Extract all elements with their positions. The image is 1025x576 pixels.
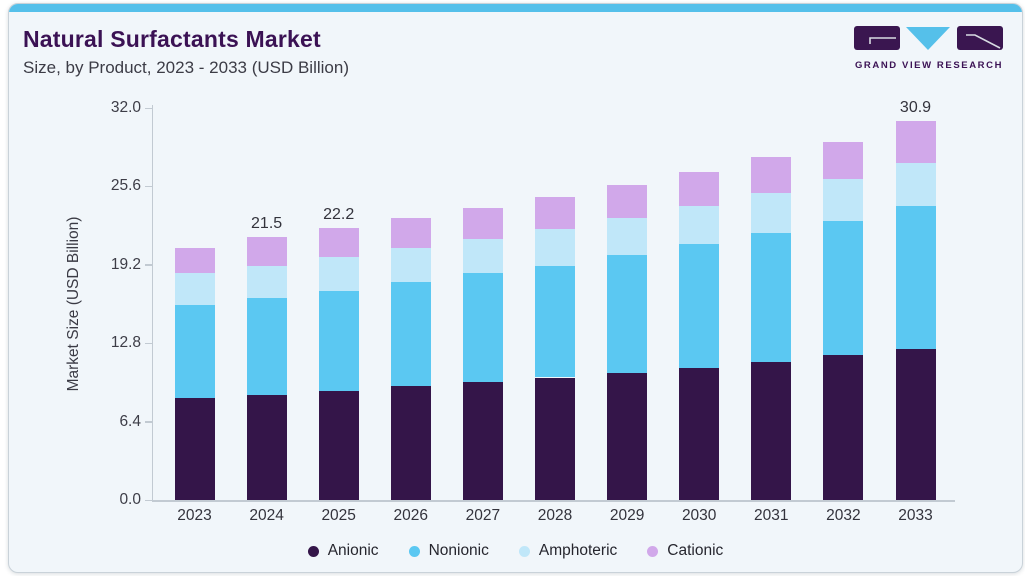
y-tick xyxy=(145,107,153,109)
y-tick xyxy=(145,499,153,501)
bar-segment-nonionic-2033 xyxy=(895,206,936,350)
legend-dot-icon xyxy=(518,545,530,557)
y-tick-label: 19.2 xyxy=(110,255,141,273)
bar-segment-anionic-2033 xyxy=(895,349,936,500)
report-card: Natural Surfactants Market Size, by Prod… xyxy=(8,3,1023,573)
legend-item-amphoteric: Amphoteric xyxy=(518,542,618,560)
bar-segment-nonionic-2029 xyxy=(607,255,648,373)
bar-segment-amphoteric-2032 xyxy=(823,179,864,221)
x-tick-label-2024: 2024 xyxy=(249,507,284,524)
bar-segment-anionic-2027 xyxy=(462,382,503,500)
y-axis-title: Market Size (USD Billion) xyxy=(65,216,82,392)
y-tick xyxy=(145,421,153,423)
bar-segment-anionic-2025 xyxy=(318,390,359,500)
y-axis-line xyxy=(151,105,153,500)
bar-segment-cationic-2023 xyxy=(174,247,215,274)
chart-legend: Anionic Nonionic Amphoteric Cationic xyxy=(9,540,1022,562)
legend-label: Anionic xyxy=(327,542,379,559)
bar-segment-cationic-2024 xyxy=(246,236,287,267)
y-tick xyxy=(145,342,153,345)
total-label-2025: 22.2 xyxy=(323,206,355,224)
bar-segment-nonionic-2028 xyxy=(535,266,575,378)
bar-segment-nonionic-2031 xyxy=(751,232,792,362)
bar-segment-nonionic-2026 xyxy=(390,281,431,387)
bar-segment-cationic-2029 xyxy=(607,185,648,219)
bar-segment-amphoteric-2025 xyxy=(318,257,359,291)
bar-segment-anionic-2031 xyxy=(751,361,792,500)
legend-label: Cationic xyxy=(667,542,724,559)
bar-segment-anionic-2026 xyxy=(390,386,431,500)
y-tick-label: 0.0 xyxy=(119,491,141,508)
bar-segment-anionic-2030 xyxy=(679,367,720,500)
bar-segment-amphoteric-2031 xyxy=(751,192,792,233)
bar-segment-nonionic-2030 xyxy=(679,243,720,368)
bar-segment-nonionic-2023 xyxy=(174,305,215,399)
bar-segment-anionic-2029 xyxy=(607,372,648,500)
bar-segment-amphoteric-2030 xyxy=(679,206,720,244)
brand-name: GRAND VIEW RESEARCH xyxy=(854,60,1004,71)
bar-segment-amphoteric-2029 xyxy=(607,218,648,255)
y-tick-label: 6.4 xyxy=(119,412,141,430)
x-tick-label-2023: 2023 xyxy=(177,507,212,524)
bar-segment-amphoteric-2033 xyxy=(895,163,936,206)
legend-label: Amphoteric xyxy=(538,542,618,559)
x-tick-label-2030: 2030 xyxy=(681,507,717,524)
bar-segment-nonionic-2025 xyxy=(318,290,359,391)
bar-segment-cationic-2031 xyxy=(751,157,792,193)
y-tick-label: 32.0 xyxy=(110,99,141,116)
y-tick xyxy=(145,185,153,188)
y-tick-label: 25.6 xyxy=(110,177,141,195)
bar-segment-amphoteric-2024 xyxy=(246,266,287,298)
bar-segment-amphoteric-2028 xyxy=(535,229,575,267)
bar-segment-cationic-2026 xyxy=(390,218,431,248)
bar-segment-amphoteric-2026 xyxy=(390,247,431,282)
legend-item-nonionic: Nonionic xyxy=(408,542,489,560)
total-label-2024: 21.5 xyxy=(251,214,283,232)
y-tick-label: 12.8 xyxy=(110,334,141,352)
x-tick-label-2032: 2032 xyxy=(826,507,861,524)
x-tick-label-2031: 2031 xyxy=(754,507,789,524)
legend-item-cationic: Cationic xyxy=(647,542,723,560)
x-tick-label-2025: 2025 xyxy=(321,507,356,524)
bar-segment-cationic-2032 xyxy=(823,142,864,180)
bar-segment-anionic-2028 xyxy=(535,377,575,500)
bar-segment-cationic-2025 xyxy=(318,228,359,258)
grand-view-research-logo: GRAND VIEW RESEARCH xyxy=(854,26,1004,71)
bar-segment-nonionic-2024 xyxy=(246,297,287,395)
x-tick-label-2033: 2033 xyxy=(898,507,933,524)
total-label-2033: 30.9 xyxy=(899,99,932,117)
bar-segment-anionic-2024 xyxy=(246,394,287,500)
x-tick-label-2026: 2026 xyxy=(393,507,429,524)
bar-segment-anionic-2023 xyxy=(174,398,215,500)
page-subtitle: Size, by Product, 2023 - 2033 (USD Billi… xyxy=(23,58,349,77)
bar-segment-amphoteric-2023 xyxy=(174,273,215,306)
legend-label: Nonionic xyxy=(428,542,489,559)
page-title: Natural Surfactants Market xyxy=(23,26,321,52)
top-accent-bar xyxy=(9,4,1022,12)
bar-segment-cationic-2027 xyxy=(462,208,503,240)
x-tick-label-2029: 2029 xyxy=(609,507,645,524)
bar-segment-cationic-2033 xyxy=(895,121,936,164)
bar-segment-amphoteric-2027 xyxy=(462,239,503,274)
legend-dot-icon xyxy=(647,545,659,557)
bar-segment-anionic-2032 xyxy=(823,355,864,500)
bar-segment-cationic-2028 xyxy=(535,197,575,230)
bar-segment-nonionic-2032 xyxy=(823,220,864,356)
bar-segment-nonionic-2027 xyxy=(462,273,503,383)
gvr-logo-icon xyxy=(854,26,1003,50)
x-axis-line xyxy=(151,500,955,502)
chart-header: Natural Surfactants Market Size, by Prod… xyxy=(23,26,349,78)
legend-dot-icon xyxy=(307,545,319,557)
x-tick-label-2027: 2027 xyxy=(465,507,501,524)
x-tick-label-2028: 2028 xyxy=(537,507,573,524)
y-tick xyxy=(145,264,153,266)
bar-segment-cationic-2030 xyxy=(679,171,720,206)
legend-dot-icon xyxy=(408,545,420,557)
legend-item-anionic: Anionic xyxy=(307,542,379,560)
stacked-bar-chart: Market Size (USD Billion) 0.0 6.4 12.8 19.2… xyxy=(9,4,1022,572)
